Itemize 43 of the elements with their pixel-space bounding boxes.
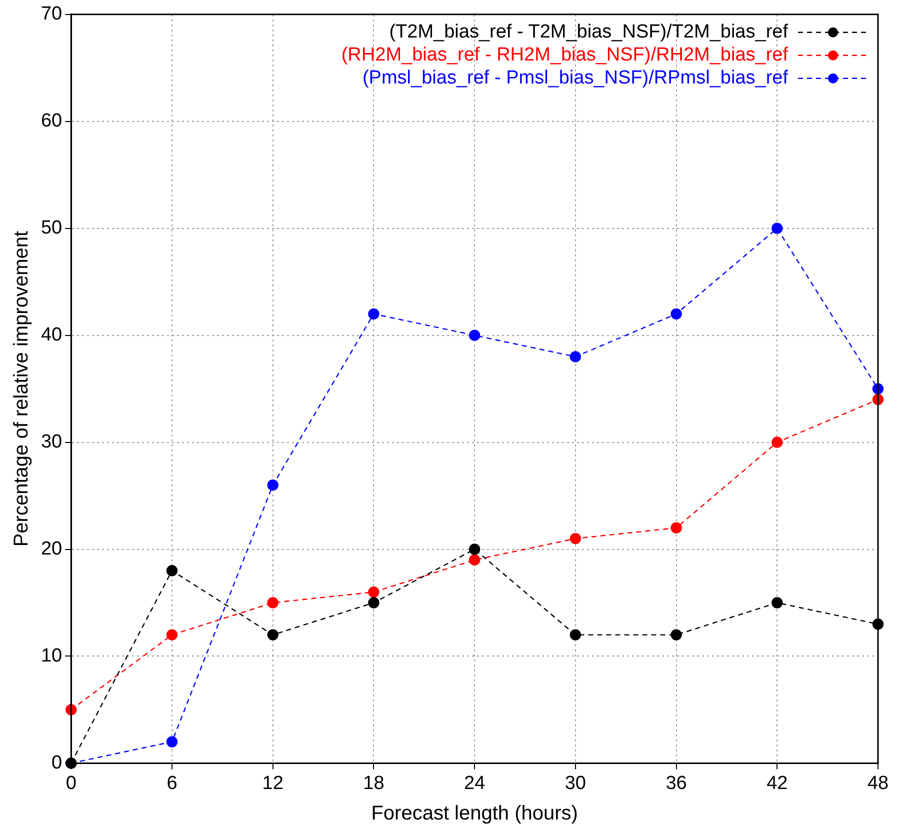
point	[772, 436, 783, 448]
legend-label: (Pmsl_bias_ref - Pmsl_bias_NSF)/RPmsl_bias_ref	[362, 68, 789, 89]
y-tick-label: 60	[40, 110, 62, 132]
point	[267, 479, 278, 491]
point	[368, 586, 380, 598]
y-tick-label: 0	[52, 752, 62, 774]
x-tick-label: 24	[464, 772, 486, 794]
x-tick-label: 18	[363, 772, 384, 794]
x-tick-label: 42	[766, 772, 788, 794]
point	[468, 330, 480, 341]
x-tick-label: 0	[66, 772, 76, 794]
point	[468, 544, 480, 555]
point	[267, 629, 278, 640]
point	[670, 308, 682, 320]
point	[570, 629, 582, 640]
y-tick-label: 50	[40, 218, 62, 239]
point	[468, 554, 480, 566]
y-tick-label: 10	[40, 645, 62, 666]
y-tick-label: 40	[40, 324, 62, 346]
x-tick-label: 12	[262, 772, 284, 794]
x-tick-label: 6	[166, 772, 178, 794]
point	[368, 597, 380, 608]
x-tick-label: 30	[564, 772, 586, 794]
x-tick-label: 48	[867, 772, 889, 794]
point	[670, 522, 682, 534]
point	[166, 565, 178, 576]
legend-label: (T2M_bias_ref - T2M_bias_NSF)/T2M_bias_ref	[389, 22, 789, 43]
point	[670, 629, 682, 640]
y-axis-title: Percentage of relative improvement	[10, 230, 33, 547]
x-tick-label: 36	[666, 772, 687, 794]
point	[570, 351, 582, 362]
x-axis-title: Forecast length (hours)	[371, 802, 578, 825]
point	[772, 597, 783, 608]
point	[166, 736, 178, 748]
legend-label: (RH2M_bias_ref - RH2M_bias_NSF)/RH2M_bias_ref	[341, 44, 789, 66]
point	[570, 532, 582, 544]
point	[368, 308, 380, 320]
y-tick-label: 20	[40, 538, 62, 560]
y-tick-label: 30	[40, 432, 62, 453]
point	[267, 597, 278, 608]
y-tick-label: 70	[40, 4, 62, 25]
point	[772, 222, 783, 234]
point	[166, 629, 178, 640]
